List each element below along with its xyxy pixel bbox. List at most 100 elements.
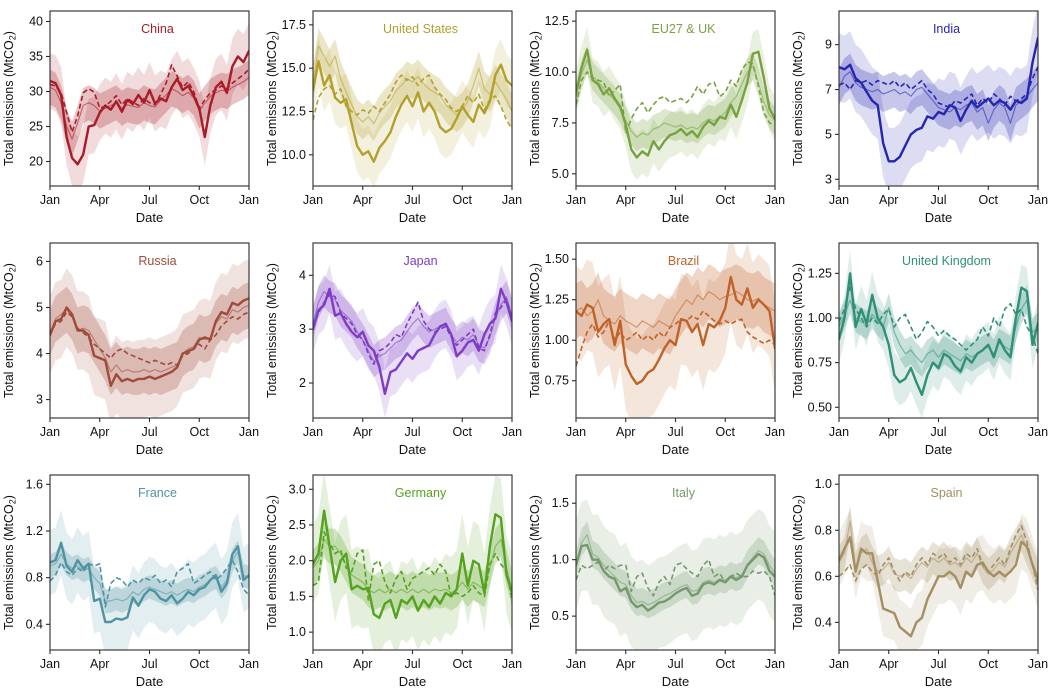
series-solid-line: [313, 509, 512, 620]
y-tick-label: 1.0: [815, 477, 832, 491]
y-axis-label: Total emissions (MtCO2): [2, 495, 18, 630]
chart-panel-united-kingdom: 0.50 0.75 1.00 1.25 Jan Apr Jul Oct Jan United Ki…: [791, 242, 1048, 457]
y-tick-label: 1.50: [545, 252, 569, 266]
y-tick-label: 5: [36, 300, 43, 314]
x-tick-label: Jan: [1028, 193, 1048, 207]
chart-panel-india: 3 5 7 9 Jan Apr Jul Oct Jan India Date Total emissi…: [791, 10, 1048, 225]
x-tick-label: Oct: [716, 193, 736, 207]
y-axis-label: Total emissions (MtCO2): [265, 263, 281, 398]
series-solid-line: [839, 36, 1038, 163]
x-axis-label: Date: [925, 674, 952, 689]
x-tick-label: Jan: [566, 193, 586, 207]
series-dashed-line: [839, 285, 1038, 354]
x-tick-label: Apr: [616, 657, 635, 671]
x-tick-label: Jul: [931, 193, 947, 207]
y-tick-label: 0.4: [26, 617, 43, 631]
panel-title: United Kingdom: [902, 254, 991, 268]
x-tick-label: Jan: [40, 657, 60, 671]
x-axis-label: Date: [399, 442, 426, 457]
x-tick-label: Jan: [502, 193, 522, 207]
y-tick-label: 1.2: [26, 524, 43, 538]
x-axis-label: Date: [925, 442, 952, 457]
uncertainty-band-inner: [313, 28, 512, 141]
x-tick-label: Apr: [616, 425, 635, 439]
series-solid-line: [313, 287, 512, 395]
x-tick-label: Apr: [353, 193, 372, 207]
series-dashed-line: [839, 66, 1038, 109]
y-tick-label: 2.5: [289, 518, 306, 532]
series-solid-line: [839, 536, 1038, 638]
x-tick-label: Jan: [829, 657, 849, 671]
x-tick-label: Oct: [453, 425, 473, 439]
y-tick-label: 40: [29, 15, 43, 29]
x-tick-label: Jan: [239, 425, 259, 439]
x-tick-label: Apr: [90, 193, 109, 207]
panel-title: France: [138, 486, 177, 500]
y-tick-label: 3: [36, 393, 43, 407]
y-tick-label: 0.50: [808, 400, 832, 414]
x-tick-label: Oct: [453, 657, 473, 671]
panel-title: Brazil: [668, 254, 699, 268]
series-solid-line: [50, 49, 249, 166]
y-tick-label: 35: [29, 50, 43, 64]
uncertainty-band-inner: [576, 521, 775, 619]
y-tick-label: 5: [825, 127, 832, 141]
x-tick-label: Jul: [142, 657, 158, 671]
uncertainty-band-outer: [576, 499, 775, 650]
x-tick-label: Oct: [190, 657, 210, 671]
y-axis-label: Total emissions (MtCO2): [791, 31, 807, 166]
x-tick-label: Jul: [142, 193, 158, 207]
panel-title: China: [141, 22, 174, 36]
y-tick-label: 1.6: [26, 477, 43, 491]
x-tick-label: Apr: [879, 425, 898, 439]
panel-title: India: [933, 22, 960, 36]
x-axis-label: Date: [925, 210, 952, 225]
y-tick-label: 1.00: [545, 333, 569, 347]
y-tick-label: 0.6: [815, 569, 832, 583]
y-axis-label: Total emissions (MtCO2): [2, 31, 18, 166]
x-tick-label: Jan: [1028, 425, 1048, 439]
x-tick-label: Jul: [668, 425, 684, 439]
y-axis-label: Total emissions (MtCO2): [2, 263, 18, 398]
series-solid-line: [576, 543, 775, 612]
uncertainty-band-outer: [50, 259, 249, 418]
panel-title: Italy: [672, 486, 696, 500]
series-dashed-line: [313, 74, 512, 130]
y-tick-label: 15.0: [282, 61, 306, 75]
uncertainty-band-outer: [576, 243, 775, 418]
x-tick-label: Jan: [502, 425, 522, 439]
x-tick-label: Jan: [303, 425, 323, 439]
y-tick-label: 12.5: [545, 14, 569, 28]
chart-panel-russia: 3 4 5 6 Jan Apr Jul Oct Jan Russia Date Total emiss…: [2, 242, 259, 457]
y-tick-label: 1.5: [552, 496, 569, 510]
y-tick-label: 2.0: [289, 554, 306, 568]
series-thin-line: [839, 71, 1038, 124]
series-solid-line: [576, 275, 775, 386]
x-tick-label: Jan: [239, 657, 259, 671]
y-axis-label: Total emissions (MtCO2): [791, 495, 807, 630]
x-tick-label: Jan: [765, 657, 785, 671]
uncertainty-band-inner: [50, 60, 249, 157]
uncertainty-band-outer: [839, 11, 1038, 186]
x-tick-label: Oct: [190, 425, 210, 439]
series-dashed-line: [50, 559, 249, 608]
y-tick-label: 7: [825, 83, 832, 97]
uncertainty-band-inner: [50, 540, 249, 613]
y-axis-label: Total emissions (MtCO2): [528, 263, 544, 398]
y-tick-label: 17.5: [282, 18, 306, 32]
x-tick-label: Jan: [40, 193, 60, 207]
x-tick-label: Jul: [142, 425, 158, 439]
x-tick-label: Jan: [829, 193, 849, 207]
x-tick-label: Oct: [979, 657, 999, 671]
y-tick-label: 0.8: [26, 571, 43, 585]
y-tick-label: 5.0: [552, 167, 569, 181]
chart-panel-eu27-uk: 5.0 7.5 10.0 12.5 Jan Apr Jul Oct Jan EU27 & UK Da…: [528, 10, 785, 225]
x-tick-label: Apr: [90, 657, 109, 671]
x-axis-label: Date: [399, 674, 426, 689]
panel-title: Germany: [395, 486, 447, 500]
chart-panel-china: 20 25 30 35 40 Jan Apr Jul Oct Jan China Date Total …: [2, 10, 259, 225]
y-tick-label: 20: [29, 155, 43, 169]
y-tick-label: 3: [825, 172, 832, 186]
y-axis-label: Total emissions (MtCO2): [528, 495, 544, 630]
